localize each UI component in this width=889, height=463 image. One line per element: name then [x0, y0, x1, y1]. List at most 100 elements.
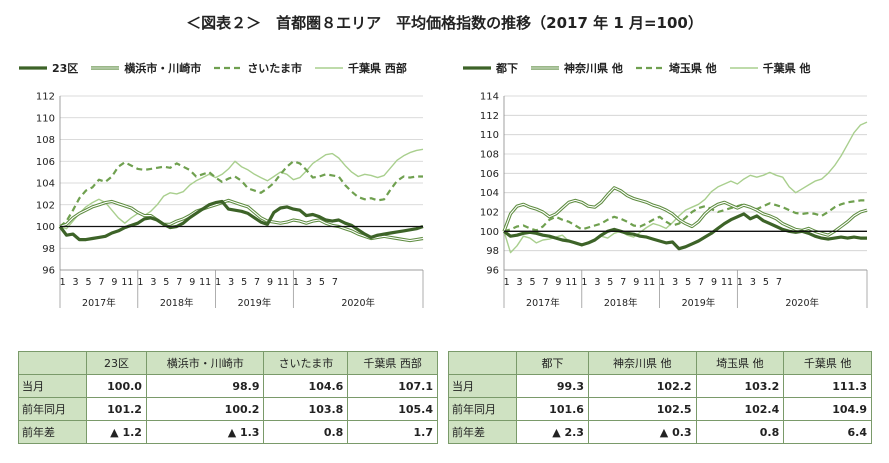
y-tick-label: 100 [480, 227, 499, 238]
legend-item: 千葉県 他 [729, 60, 811, 76]
x-tick-label: 3 [306, 277, 312, 288]
legend-swatch [91, 66, 120, 70]
x-tick-label: 9 [189, 277, 195, 288]
x-tick-label: 1 [60, 277, 66, 288]
year-label: 2019年 [682, 297, 716, 309]
y-tick-label: 106 [480, 169, 499, 180]
x-tick-label: 1 [659, 277, 665, 288]
y-tick-label: 104 [480, 188, 499, 199]
legend-left: 23区 横浜市・川崎市 さいたま市 千葉県 西部 [18, 60, 419, 78]
table-header-cell: さいたま市 [263, 351, 349, 375]
legend-item: さいたま市 [213, 60, 302, 76]
x-tick-label: 7 [332, 277, 338, 288]
table-cell: 0.8 [695, 420, 785, 444]
x-tick-label: 9 [555, 277, 561, 288]
series-line-left-3 [59, 148, 424, 230]
x-tick-label: 9 [267, 277, 273, 288]
row-label: 前年差 [18, 420, 87, 444]
table-right: 都下 神奈川県 他 埼玉県 他 千葉県 他 当月 99.3 102.2 103.… [448, 351, 872, 444]
series-line-right-3 [503, 121, 868, 254]
year-label: 2018年 [160, 297, 194, 309]
table-cell: ▲ 1.3 [145, 420, 265, 444]
x-tick-label: 1 [137, 277, 143, 288]
legend-item: 千葉県 西部 [314, 60, 407, 76]
row-label: 前年同月 [448, 397, 517, 421]
legend-label: 神奈川県 他 [564, 62, 623, 75]
year-label: 2017年 [82, 297, 116, 309]
legend-label: さいたま市 [247, 62, 302, 75]
table-cell: 102.5 [587, 397, 697, 421]
table-header-cell: 埼玉県 他 [695, 351, 785, 375]
table-header-cell [18, 351, 87, 375]
x-tick-label: 1 [581, 277, 587, 288]
x-tick-label: 3 [594, 277, 600, 288]
x-tick-label: 7 [776, 277, 782, 288]
y-tick-label: 96 [486, 266, 499, 277]
table-cell: 102.4 [695, 397, 785, 421]
table-row: 前年同月 101.2 100.2 103.8 105.4 [18, 397, 438, 421]
table-cell: ▲ 2.3 [516, 420, 589, 444]
table-header-cell: 23区 [86, 351, 147, 375]
y-tick-label: 106 [36, 157, 55, 168]
table-row: 前年同月 101.6 102.5 102.4 104.9 [448, 397, 872, 421]
x-tick-label: 5 [685, 277, 691, 288]
y-tick-label: 110 [480, 130, 499, 141]
x-tick-label: 1 [293, 277, 299, 288]
y-tick-label: 108 [36, 135, 55, 146]
y-tick-label: 102 [36, 200, 55, 211]
x-tick-label: 11 [277, 277, 289, 288]
x-tick-label: 7 [542, 277, 548, 288]
y-tick-label: 112 [36, 92, 55, 103]
table-cell: 104.6 [263, 374, 349, 398]
x-tick-label: 9 [711, 277, 717, 288]
legend-item: 埼玉県 他 [635, 60, 717, 76]
x-tick-label: 11 [643, 277, 655, 288]
row-label: 当月 [18, 374, 87, 398]
y-tick-label: 112 [480, 111, 499, 122]
year-label: 2020年 [785, 297, 819, 309]
series-line-left-2 [59, 160, 423, 228]
table-cell: 103.8 [263, 397, 349, 421]
x-tick-label: 5 [319, 277, 325, 288]
x-tick-label: 5 [529, 277, 535, 288]
legend-swatch [214, 66, 243, 70]
x-tick-label: 11 [199, 277, 211, 288]
legend-swatch [635, 66, 664, 70]
x-tick-label: 5 [607, 277, 613, 288]
table-cell: 104.9 [783, 397, 872, 421]
x-tick-label: 7 [254, 277, 260, 288]
legend-item: 横浜市・川崎市 [90, 60, 201, 76]
x-tick-label: 9 [633, 277, 639, 288]
x-tick-label: 3 [672, 277, 678, 288]
table-header-row: 都下 神奈川県 他 埼玉県 他 千葉県 他 [448, 351, 872, 375]
legend-label: 23区 [52, 62, 79, 75]
table-cell: 0.8 [263, 420, 349, 444]
table-row: 前年差 ▲ 2.3 ▲ 0.3 0.8 6.4 [448, 420, 872, 444]
table-row: 前年差 ▲ 1.2 ▲ 1.3 0.8 1.7 [18, 420, 438, 444]
x-tick-label: 3 [73, 277, 79, 288]
series-line-left-0 [58, 199, 424, 242]
x-tick-label: 11 [121, 277, 133, 288]
x-tick-label: 5 [241, 277, 247, 288]
legend-swatch [729, 67, 758, 69]
x-tick-label: 3 [517, 277, 523, 288]
x-tick-label: 3 [750, 277, 756, 288]
y-tick-label: 100 [36, 222, 55, 233]
legend-label: 横浜市・川崎市 [124, 62, 202, 75]
x-tick-label: 7 [176, 277, 182, 288]
y-tick-label: 104 [36, 179, 55, 190]
legend-swatch [463, 66, 491, 70]
y-tick-label: 110 [36, 113, 55, 124]
x-tick-label: 1 [504, 277, 510, 288]
table-header-cell: 都下 [516, 351, 589, 375]
legend-label: 都下 [496, 62, 518, 75]
table-cell: 98.9 [145, 374, 265, 398]
table-cell: 1.7 [347, 420, 438, 444]
table-cell: 101.2 [86, 397, 147, 421]
x-tick-label: 3 [228, 277, 234, 288]
table-cell: 99.3 [516, 374, 589, 398]
legend-swatch [531, 66, 559, 70]
row-label: 前年差 [448, 420, 517, 444]
